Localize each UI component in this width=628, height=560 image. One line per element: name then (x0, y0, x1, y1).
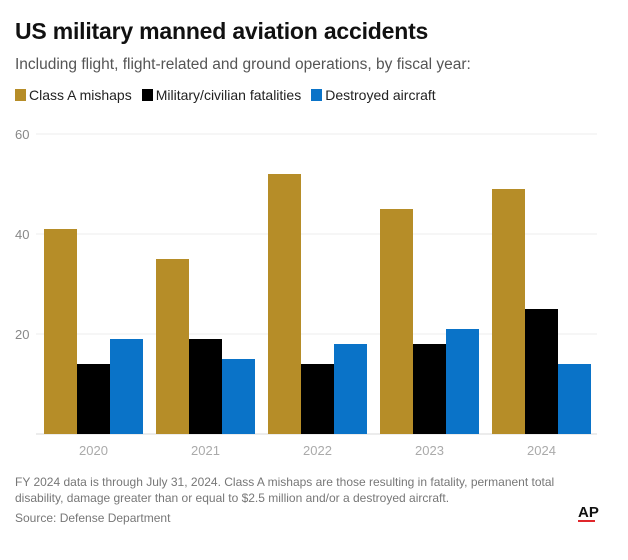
bar-destroyed-aircraft-2023 (446, 329, 479, 434)
x-tick-label: 2022 (303, 443, 332, 458)
y-tick-label: 40 (15, 227, 29, 242)
bar-class-a-mishaps-2024 (492, 189, 525, 434)
legend-label-class-a: Class A mishaps (29, 87, 132, 103)
chart-subtitle: Including flight, flight-related and gro… (15, 56, 471, 73)
bar-military-civilian-fatalities-2024 (525, 309, 558, 434)
y-tick-label: 20 (15, 327, 29, 342)
bar-class-a-mishaps-2023 (380, 209, 413, 434)
x-tick-label: 2024 (527, 443, 556, 458)
legend-item-class-a: Class A mishaps (15, 87, 132, 103)
ap-logo: AP (578, 504, 599, 521)
bar-class-a-mishaps-2020 (44, 229, 77, 434)
bar-military-civilian-fatalities-2020 (77, 364, 110, 434)
legend-swatch-fatalities (141, 89, 153, 101)
bar-destroyed-aircraft-2020 (110, 339, 143, 434)
source-line: Source: Defense Department (15, 511, 171, 525)
bar-destroyed-aircraft-2024 (558, 364, 591, 434)
legend-item-fatalities: Military/civilian fatalities (141, 87, 302, 103)
legend-label-fatalities: Military/civilian fatalities (155, 87, 302, 103)
bar-military-civilian-fatalities-2021 (189, 339, 222, 434)
legend-item-destroyed: Destroyed aircraft (311, 87, 436, 103)
y-tick-label: 60 (15, 127, 29, 142)
x-tick-label: 2021 (191, 443, 220, 458)
x-tick-label: 2020 (79, 443, 108, 458)
ap-logo-underline (578, 520, 595, 522)
x-tick-label: 2023 (415, 443, 444, 458)
bar-military-civilian-fatalities-2023 (413, 344, 446, 434)
bar-class-a-mishaps-2022 (268, 174, 301, 434)
legend-swatch-class-a (15, 89, 26, 101)
legend-label-destroyed: Destroyed aircraft (325, 87, 436, 103)
chart-title: US military manned aviation accidents (15, 18, 429, 44)
bar-destroyed-aircraft-2021 (222, 359, 255, 434)
bar-destroyed-aircraft-2022 (334, 344, 367, 434)
bar-class-a-mishaps-2021 (156, 259, 189, 434)
legend-swatch-destroyed (311, 89, 323, 101)
legend: Class A mishaps Military/civilian fatali… (15, 87, 436, 103)
footnote: FY 2024 data is through July 31, 2024. C… (15, 475, 555, 505)
bar-chart: 20 40 60 2020 2021 2022 2023 2024 (15, 127, 597, 458)
bar-military-civilian-fatalities-2022 (301, 364, 334, 434)
